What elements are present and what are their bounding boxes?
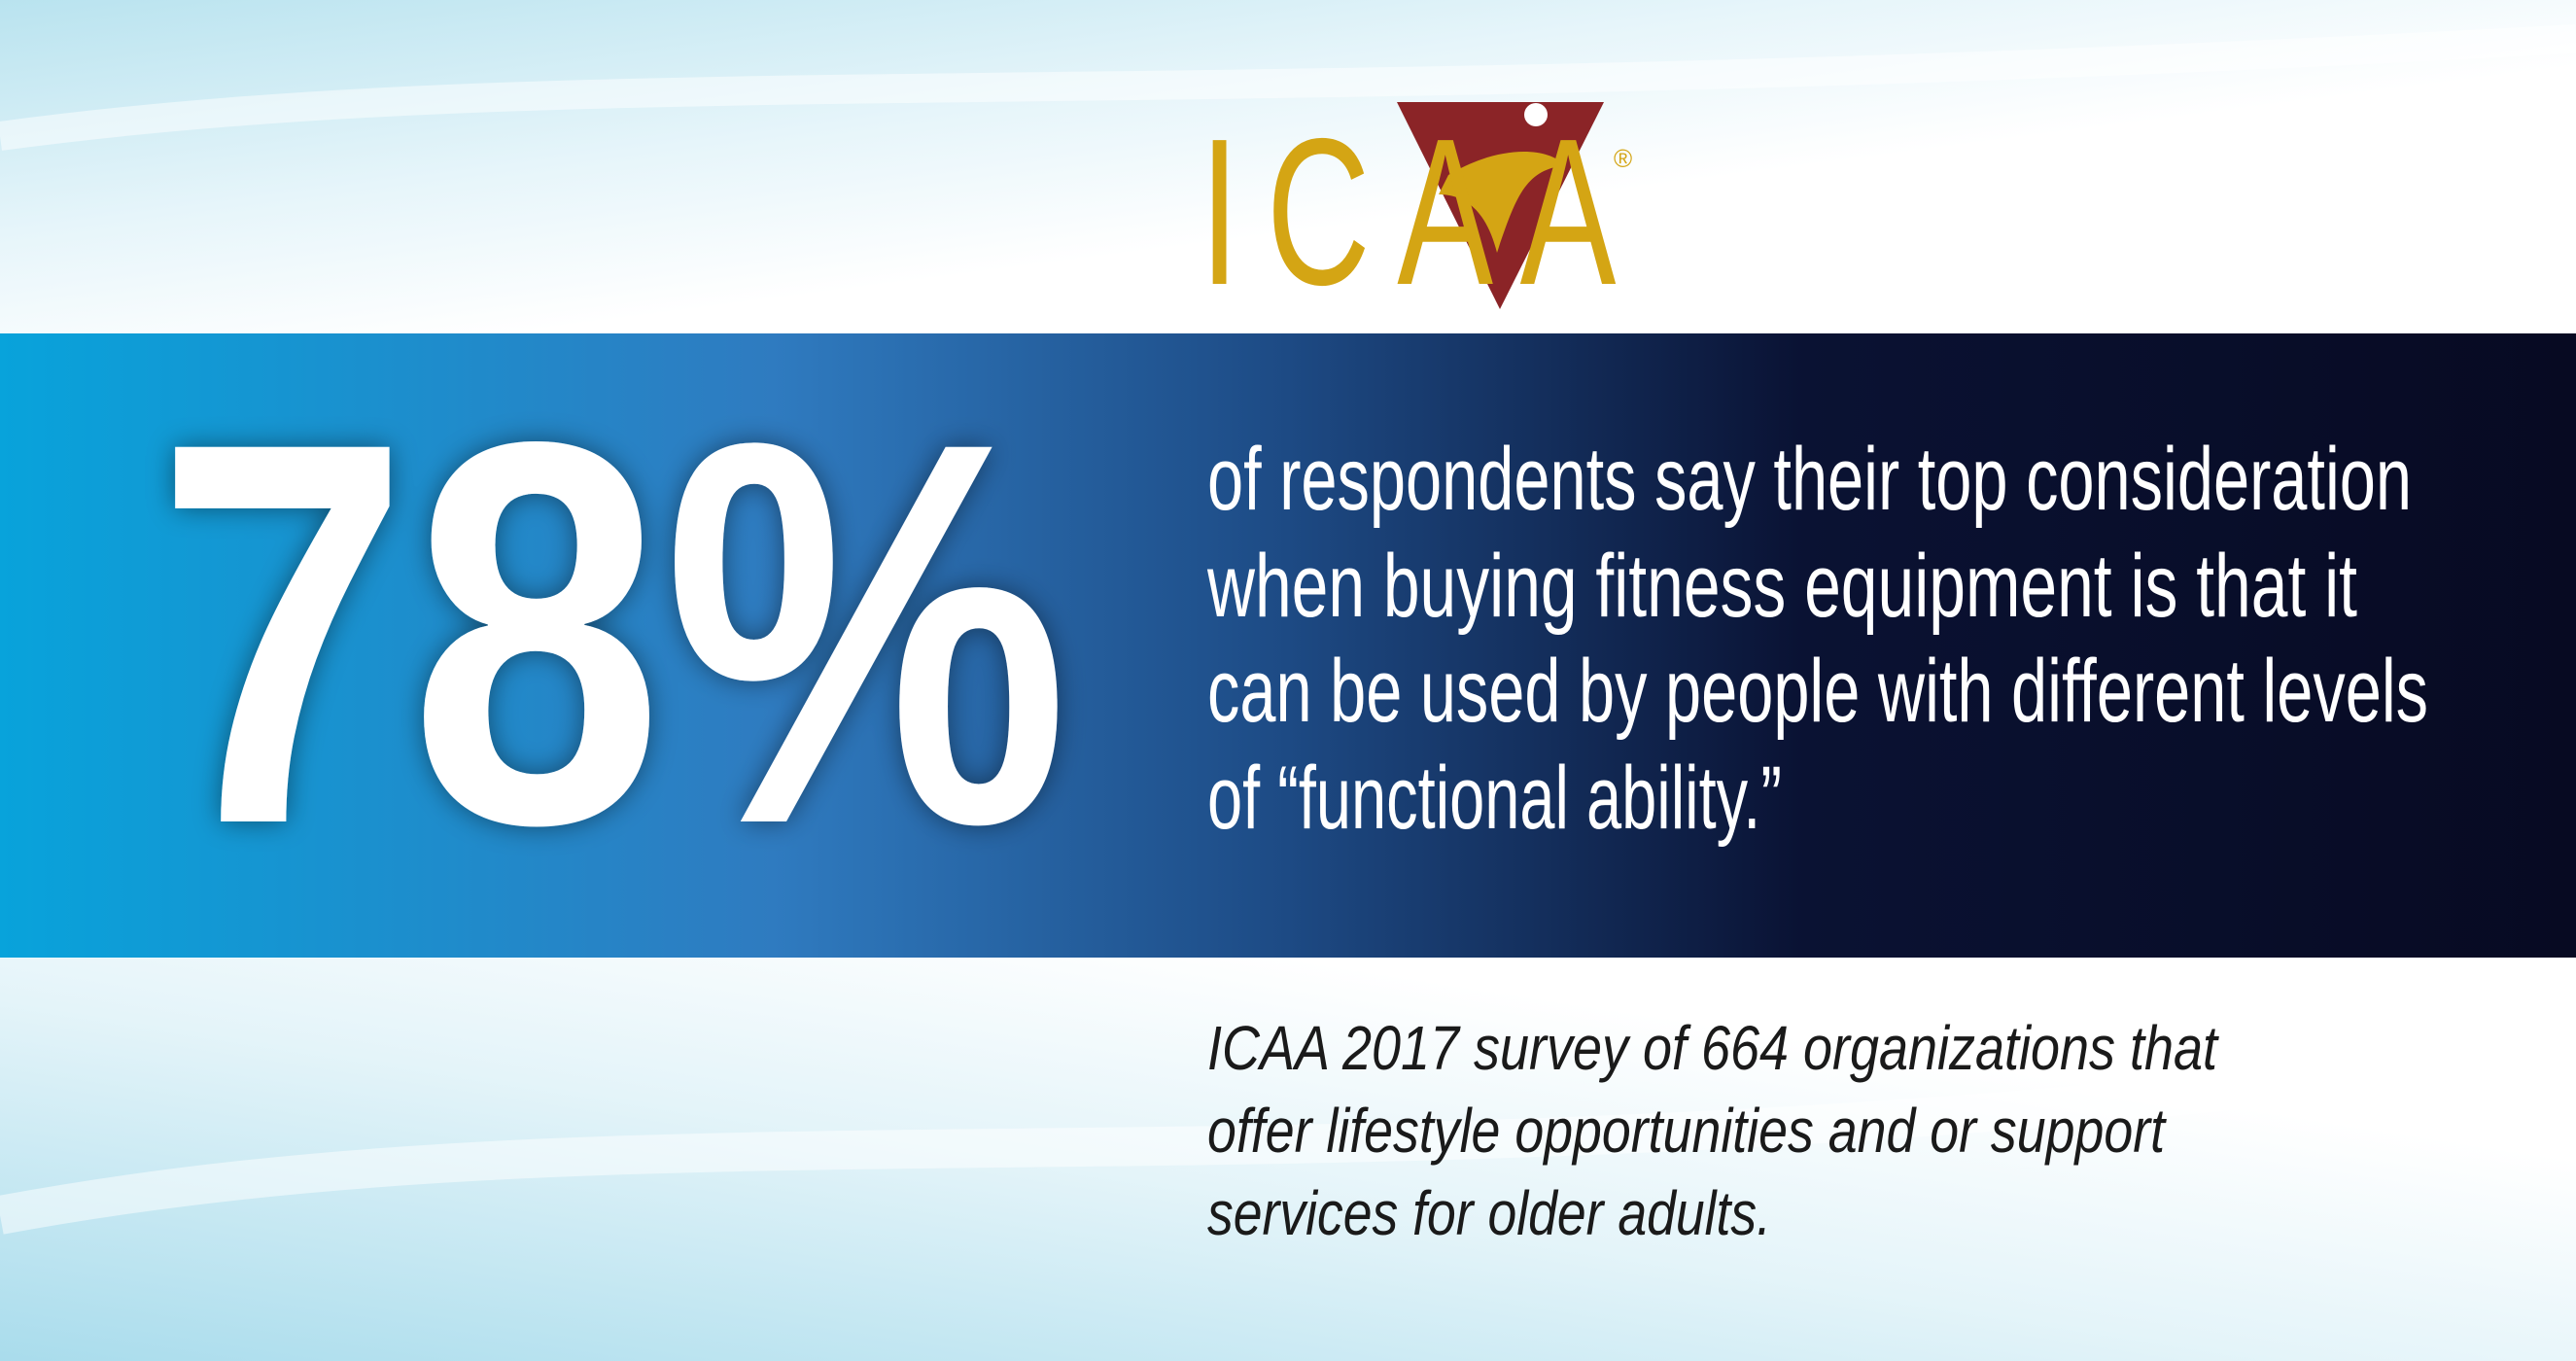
logo-text: ICAA — [1200, 94, 1643, 329]
source-line: ICAA 2017 survey of 664 organizations th… — [1207, 1013, 2219, 1083]
statement-line: can be used by people with different lev… — [1207, 642, 2428, 741]
logo-registered: ® — [1614, 144, 1632, 173]
swoosh — [0, 24, 2576, 151]
statement-line: when buying fitness equipment is that it — [1206, 537, 2357, 636]
stat-band — [0, 333, 2576, 958]
statement-line: of respondents say their top considerati… — [1207, 430, 2412, 529]
statement-line: of “functional ability.” — [1207, 749, 1782, 848]
source: ICAA 2017 survey of 664 organizations th… — [1207, 1013, 2219, 1248]
statement: of respondents say their top considerati… — [1206, 430, 2428, 848]
logo-head — [1524, 103, 1548, 126]
swoosh — [0, 1030, 2576, 1235]
source-line: offer lifestyle opportunities and or sup… — [1207, 1096, 2167, 1166]
stat-value: 78% — [156, 329, 1069, 937]
logo-figure — [1439, 152, 1565, 253]
source-line: services for older adults. — [1207, 1178, 1771, 1248]
